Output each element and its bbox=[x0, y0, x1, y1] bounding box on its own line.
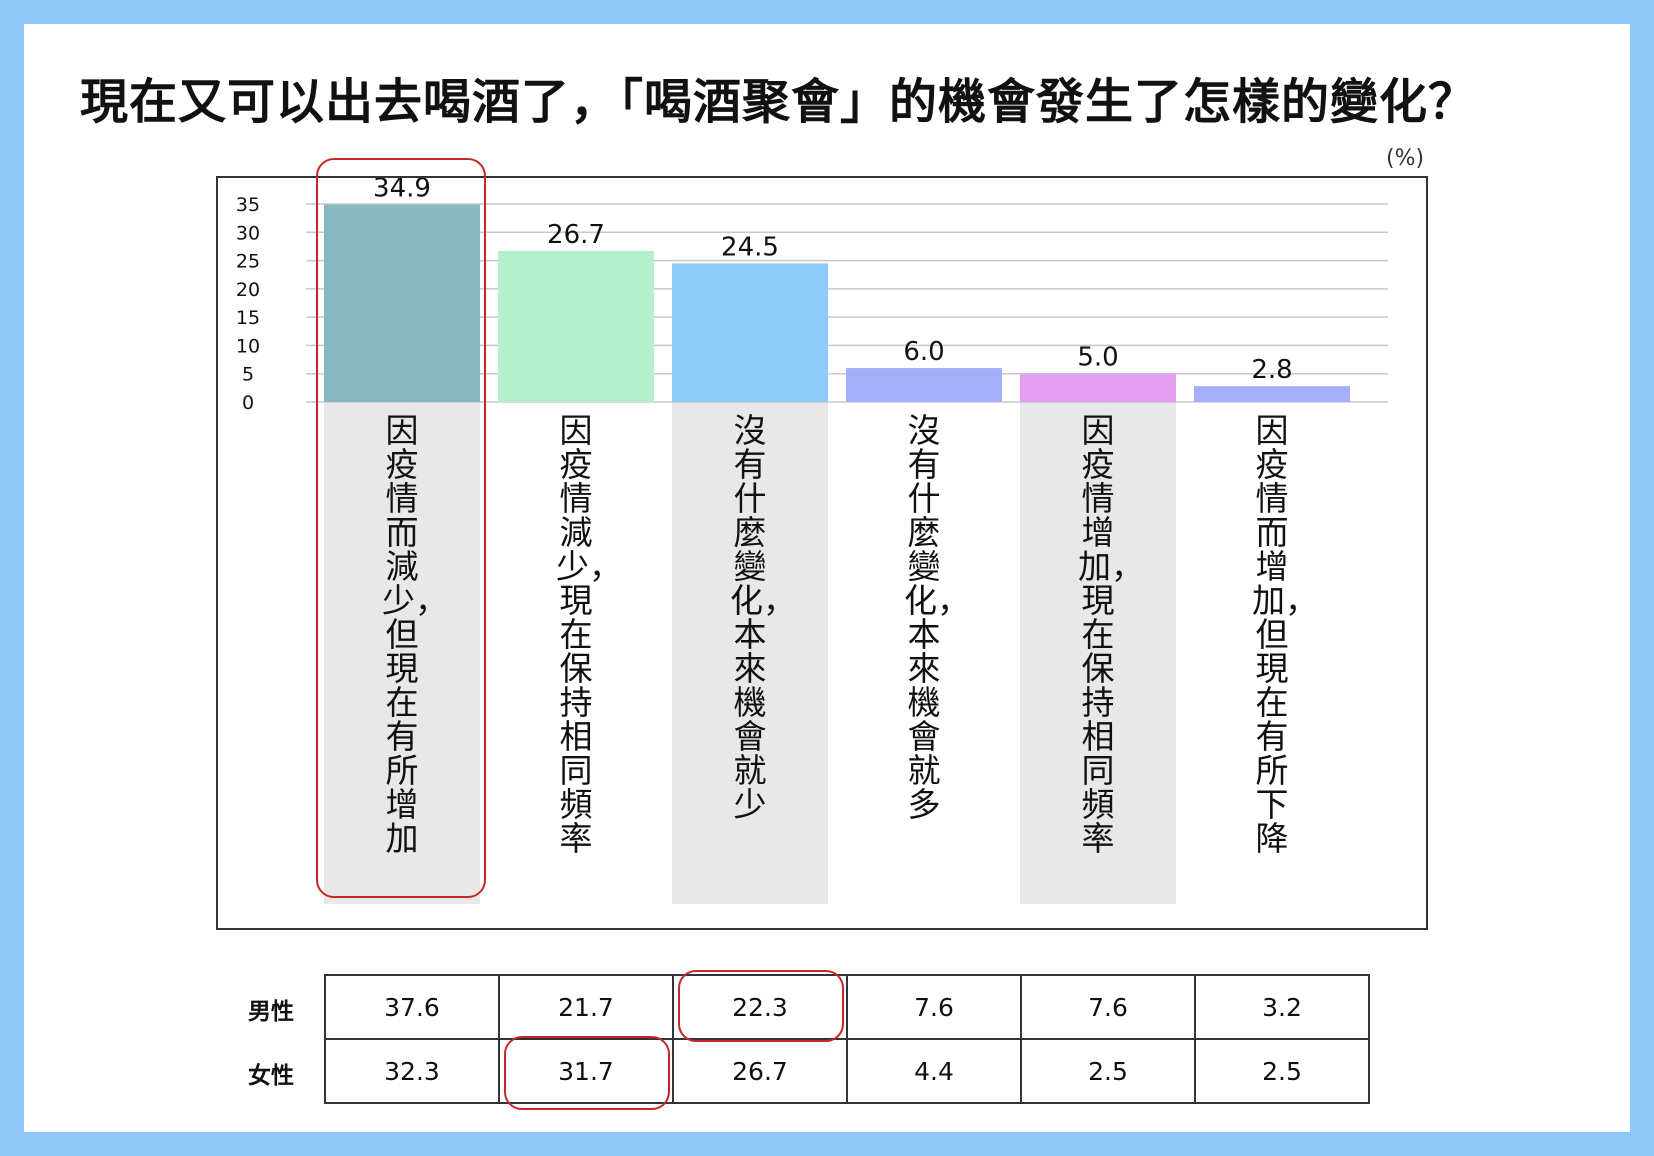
category-label: 因疫情而減少，但現在有所增加 bbox=[382, 411, 448, 858]
table-cell: 2.5 bbox=[1194, 1038, 1370, 1104]
table-cell: 7.6 bbox=[846, 974, 1022, 1040]
row-label-male: 男性 bbox=[248, 999, 294, 1025]
highlight-box-female-cell bbox=[504, 1036, 670, 1110]
category-label: 因疫情增加，現在保持相同頻率 bbox=[1078, 411, 1144, 858]
gender-breakdown-table: 37.6 21.7 22.3 7.6 7.6 3.2 32.3 31.7 26.… bbox=[324, 974, 1370, 1104]
table-cell: 31.7 bbox=[498, 1038, 674, 1104]
table-cell: 22.3 bbox=[672, 974, 848, 1040]
table-cell: 26.7 bbox=[672, 1038, 848, 1104]
y-tick-label: 25 bbox=[236, 251, 260, 273]
y-tick-label: 15 bbox=[236, 307, 260, 329]
table-cell: 7.6 bbox=[1020, 974, 1196, 1040]
y-tick-label: 20 bbox=[236, 279, 260, 301]
category-band bbox=[672, 402, 828, 904]
y-tick-label: 35 bbox=[236, 194, 260, 216]
category-label: 沒有什麼變化，本來機會就少 bbox=[730, 411, 796, 824]
table-cell: 4.4 bbox=[846, 1038, 1022, 1104]
bar bbox=[672, 263, 828, 402]
bar bbox=[324, 204, 480, 402]
highlight-box-male-cell bbox=[678, 970, 844, 1042]
category-label: 因疫情減少，現在保持相同頻率 bbox=[556, 411, 622, 858]
table-cell: 21.7 bbox=[498, 974, 674, 1040]
table-cell: 37.6 bbox=[324, 974, 500, 1040]
table-row-female: 32.3 31.7 26.7 4.4 2.5 2.5 bbox=[324, 1038, 1370, 1104]
bar bbox=[1194, 386, 1350, 402]
y-tick-label: 10 bbox=[236, 335, 260, 357]
y-tick-label: 30 bbox=[236, 222, 260, 244]
y-tick-label: 0 bbox=[242, 392, 254, 414]
bar-value-label: 26.7 bbox=[547, 220, 605, 250]
chart-frame: 34.9 26.7 24.5 6.0 5.0 2.8 0 5 10 15 20 25 30 35 因疫情… bbox=[216, 176, 1428, 930]
table-cell: 32.3 bbox=[324, 1038, 500, 1104]
row-label-female: 女性 bbox=[248, 1063, 294, 1089]
y-tick-label: 5 bbox=[242, 364, 254, 386]
bar-value-label: 24.5 bbox=[721, 232, 779, 262]
bar-chart: 34.9 26.7 24.5 6.0 5.0 2.8 0 5 10 15 20 25 30 35 bbox=[236, 178, 1388, 904]
bar-value-label: 6.0 bbox=[903, 337, 944, 367]
table-row-male: 37.6 21.7 22.3 7.6 7.6 3.2 bbox=[324, 974, 1370, 1040]
chart-title: 現在又可以出去喝酒了，「喝酒聚會」的機會發生了怎樣的變化？ bbox=[80, 74, 1478, 130]
category-band bbox=[324, 402, 480, 904]
bar bbox=[1020, 373, 1176, 402]
table-cell: 2.5 bbox=[1020, 1038, 1196, 1104]
table-cell: 3.2 bbox=[1194, 974, 1370, 1040]
bar bbox=[846, 368, 1002, 402]
bar bbox=[498, 250, 654, 402]
unit-label: (%) bbox=[1386, 146, 1425, 171]
bar-value-label: 2.8 bbox=[1251, 355, 1292, 385]
bar-value-label: 5.0 bbox=[1077, 343, 1118, 373]
highlight-box-first-bar bbox=[316, 158, 486, 898]
category-band bbox=[1020, 402, 1176, 904]
category-label: 因疫情而增加，但現在有所下降 bbox=[1252, 411, 1318, 858]
category-label: 沒有什麼變化，本來機會就多 bbox=[904, 411, 970, 824]
bar-value-label: 34.9 bbox=[373, 178, 431, 204]
